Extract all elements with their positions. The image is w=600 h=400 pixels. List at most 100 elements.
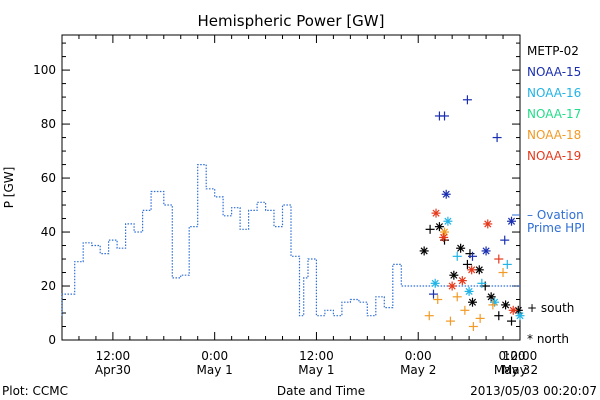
- south-point: [460, 305, 470, 315]
- x-tick-label-time: 12:00: [96, 349, 131, 363]
- north-point: [474, 265, 484, 275]
- x-tick-label-date: May 1: [197, 363, 233, 377]
- point-d2: [487, 293, 495, 301]
- legend-entry: METP-02: [527, 44, 579, 58]
- y-tick-label: 0: [48, 333, 56, 347]
- north-point: [440, 227, 450, 237]
- x-axis-label: Date and Time: [277, 384, 365, 398]
- point-d2: [475, 266, 483, 274]
- south-point: [452, 251, 462, 261]
- point-d2: [442, 190, 450, 198]
- point-d2: [507, 217, 516, 225]
- north-point: [439, 232, 449, 242]
- south-point: [500, 235, 510, 245]
- north-point: [449, 270, 459, 280]
- x-tick-label-date: Apr30: [95, 363, 131, 377]
- plot-frame: [61, 34, 521, 341]
- y-tick-label: 20: [41, 279, 56, 293]
- north-point: [447, 281, 457, 291]
- north-point: [486, 292, 496, 302]
- timestamp: 2013/05/03 00:20:07: [470, 384, 597, 398]
- marker-legend-south: + south: [527, 301, 574, 315]
- point-d2: [444, 217, 452, 225]
- north-point: [464, 286, 474, 296]
- point-d2: [458, 277, 466, 285]
- south-point: [424, 311, 434, 321]
- north-point: [501, 300, 511, 310]
- north-point: [431, 208, 441, 218]
- point-d2: [502, 301, 510, 309]
- south-point: [462, 259, 472, 269]
- x-tick-label-date: May 1: [298, 363, 334, 377]
- south-point: [468, 251, 478, 261]
- y-tick-label: 100: [33, 63, 56, 77]
- south-point: [494, 254, 504, 264]
- x-tick-label-time: 0:00: [499, 349, 526, 363]
- north-point: [441, 189, 451, 199]
- marker-legend-north: * north: [527, 332, 569, 346]
- south-point: [452, 292, 462, 302]
- south-point: [433, 295, 443, 305]
- chart-title: Hemispheric Power [GW]: [198, 12, 385, 30]
- south-point: [507, 316, 517, 326]
- point-d2: [448, 282, 456, 290]
- x-tick-label-date: May 3: [494, 363, 530, 377]
- legend-entry: NOAA-17: [527, 107, 581, 121]
- south-point: [468, 322, 478, 332]
- ovation-label-line2: Prime HPI: [527, 221, 585, 235]
- north-point: [515, 311, 525, 321]
- ovation-hpi-line: [61, 164, 520, 317]
- point-d2: [420, 247, 428, 255]
- point-d2: [465, 287, 473, 295]
- north-point: [430, 278, 440, 288]
- south-point: [445, 316, 455, 326]
- x-tick-label-time: 0:00: [405, 349, 432, 363]
- south-point: [498, 268, 508, 278]
- y-axis-label: P [GW]: [2, 167, 16, 209]
- south-point: [492, 133, 502, 143]
- x-tick-label-time: 0:00: [201, 349, 228, 363]
- north-point: [508, 305, 518, 315]
- y-tick-label: 40: [41, 225, 56, 239]
- north-point: [483, 219, 493, 229]
- south-point: [494, 311, 504, 321]
- point-d2: [482, 247, 490, 255]
- north-point: [434, 222, 444, 232]
- south-point: [475, 313, 485, 323]
- point-d2: [440, 228, 449, 236]
- point-d2: [431, 279, 439, 287]
- south-point: [428, 289, 438, 299]
- legend-entry: NOAA-16: [527, 86, 581, 100]
- plot-credit: Plot: CCMC: [2, 384, 68, 398]
- legend-entry: NOAA-15: [527, 65, 581, 79]
- y-tick-label: 60: [41, 171, 56, 185]
- point-d2: [484, 220, 492, 228]
- north-point: [456, 243, 466, 253]
- north-point: [467, 265, 477, 275]
- north-point: [481, 246, 491, 256]
- north-point: [443, 216, 453, 226]
- legend-entry: NOAA-19: [527, 149, 581, 163]
- point-d2: [514, 306, 522, 314]
- north-point: [468, 297, 478, 307]
- point-d2: [432, 209, 440, 217]
- south-point: [440, 111, 450, 121]
- point-d2: [516, 312, 524, 320]
- x-tick-label-time: 12:00: [503, 349, 538, 363]
- south-point: [477, 278, 487, 288]
- ovation-label-line1: – Ovation: [527, 208, 584, 222]
- point-d2: [435, 223, 444, 231]
- x-tick-label-date: May 2: [502, 363, 538, 377]
- south-point: [502, 259, 512, 269]
- point-d2: [468, 298, 477, 306]
- south-point: [488, 300, 498, 310]
- north-point: [507, 216, 517, 226]
- point-d2: [440, 233, 448, 242]
- south-point: [425, 224, 435, 234]
- point-d2: [457, 244, 465, 252]
- north-point: [419, 246, 429, 256]
- x-tick-label-time: 12:00: [299, 349, 334, 363]
- south-point: [462, 95, 472, 105]
- north-point: [457, 276, 467, 286]
